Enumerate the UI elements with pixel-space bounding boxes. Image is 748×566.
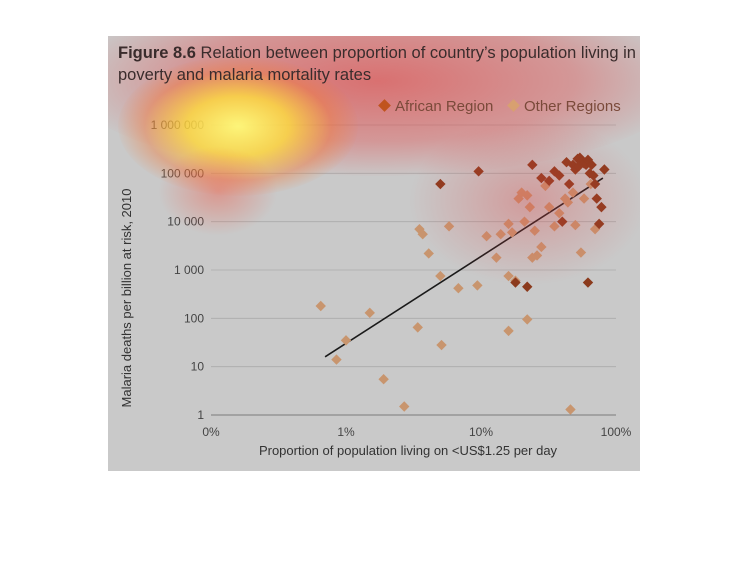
y-tick-label: 10 000 <box>167 215 204 229</box>
data-point-african-region <box>435 178 446 190</box>
data-point-african-region <box>591 193 602 204</box>
data-point-other-regions <box>481 231 492 242</box>
data-point-other-regions <box>503 270 514 282</box>
legend-label: African Region <box>395 98 494 115</box>
data-point-african-region <box>596 201 607 213</box>
data-point-other-regions <box>536 241 547 253</box>
figure-number: Figure 8.6 <box>118 44 196 62</box>
data-point-other-regions <box>472 280 483 291</box>
figure-title: Figure 8.6 Relation between proportion o… <box>118 42 638 86</box>
data-point-african-region <box>557 216 568 227</box>
data-point-other-regions <box>453 283 464 294</box>
legend-label: Other Regions <box>524 98 621 115</box>
data-point-other-regions <box>378 374 389 385</box>
y-tick-labels: 1 10 100 1 000 10 000 100 000 1 000 000 <box>151 118 205 422</box>
x-axis-label: Proportion of population living on <US$1… <box>259 443 558 458</box>
data-point-other-regions <box>513 193 524 204</box>
data-point-other-regions <box>519 216 530 227</box>
data-point-african-region <box>589 178 601 190</box>
data-point-african-region <box>510 277 521 288</box>
x-tick-label: 0% <box>202 425 220 439</box>
data-points <box>315 152 610 415</box>
data-point-other-regions <box>315 300 326 312</box>
data-point-other-regions <box>331 354 342 365</box>
x-tick-labels: 0% 1% 10% 100% <box>202 425 631 439</box>
y-axis-label: Malaria deaths per billion at risk, 2010 <box>119 189 134 408</box>
data-point-other-regions <box>399 401 410 412</box>
data-point-other-regions <box>565 404 576 415</box>
data-point-other-regions <box>522 190 533 201</box>
y-tick-label: 1 <box>197 408 204 422</box>
data-point-african-region <box>593 218 605 230</box>
data-point-african-region <box>582 277 594 288</box>
data-point-other-regions <box>412 322 423 333</box>
data-point-other-regions <box>443 221 455 232</box>
data-point-other-regions <box>417 229 428 240</box>
data-point-african-region <box>473 166 484 177</box>
x-tick-label: 10% <box>469 425 493 439</box>
data-point-other-regions <box>491 252 502 263</box>
data-point-other-regions <box>364 307 375 319</box>
data-point-other-regions <box>529 225 540 236</box>
data-point-other-regions <box>414 223 425 235</box>
data-point-other-regions <box>575 247 587 258</box>
data-point-other-regions <box>503 325 514 337</box>
x-tick-label: 100% <box>601 425 632 439</box>
data-point-other-regions <box>503 218 514 230</box>
data-point-african-region <box>527 159 538 171</box>
data-point-other-regions <box>516 187 527 198</box>
data-point-other-regions <box>578 193 590 204</box>
data-point-other-regions <box>436 339 447 351</box>
data-point-other-regions <box>524 201 536 213</box>
legend-item-other-regions: Other Regions <box>507 98 621 115</box>
data-point-other-regions <box>522 314 533 325</box>
y-tick-label: 1 000 000 <box>151 118 205 132</box>
data-point-other-regions <box>423 248 434 259</box>
data-point-other-regions <box>495 229 506 240</box>
data-point-other-regions <box>549 221 560 232</box>
data-point-african-region <box>563 178 575 190</box>
legend-diamond-icon <box>378 99 391 112</box>
data-point-other-regions <box>543 201 555 213</box>
y-tick-label: 100 000 <box>161 166 205 180</box>
legend-item-african-region: African Region <box>378 98 494 115</box>
data-point-other-regions <box>562 197 574 208</box>
legend-diamond-icon <box>507 99 520 112</box>
figure-panel: 1 10 100 1 000 10 000 100 000 1 000 000 0% 1% 10… <box>108 36 640 471</box>
x-tick-label: 1% <box>337 425 355 439</box>
y-tick-label: 10 <box>191 360 205 374</box>
data-point-other-regions <box>527 252 538 263</box>
y-tick-label: 1 000 <box>174 263 204 277</box>
data-point-other-regions <box>589 223 601 235</box>
data-point-african-region <box>522 281 533 292</box>
trend-line <box>324 177 604 358</box>
data-point-other-regions <box>435 270 446 282</box>
data-point-other-regions <box>340 335 352 346</box>
data-point-other-regions <box>570 219 581 231</box>
data-point-other-regions <box>554 207 565 219</box>
data-point-other-regions <box>559 193 571 204</box>
figure-caption: Relation between proportion of country’s… <box>118 44 636 84</box>
y-tick-label: 100 <box>184 311 204 325</box>
